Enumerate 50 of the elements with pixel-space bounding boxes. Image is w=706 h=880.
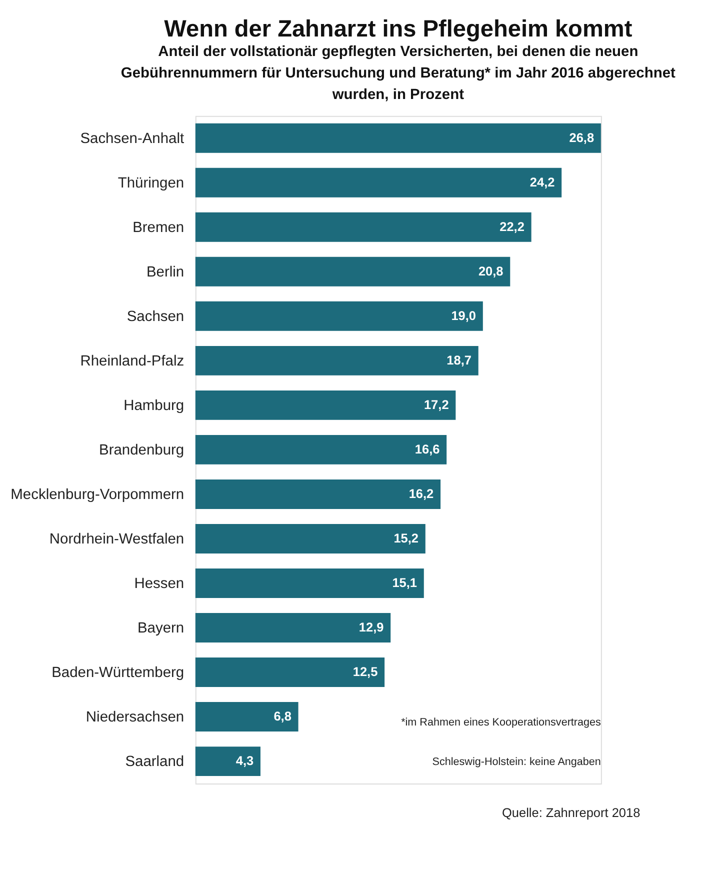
bar xyxy=(195,746,260,776)
chart-title: Wenn der Zahnarzt ins Pflegeheim kommt xyxy=(164,15,632,42)
bar xyxy=(195,390,456,420)
data-label: 22,2 xyxy=(500,219,524,234)
data-label: 18,7 xyxy=(446,352,472,368)
data-label: 12,9 xyxy=(358,620,384,635)
data-label: 16,6 xyxy=(414,442,440,457)
bar xyxy=(195,301,483,331)
data-label: 20,8 xyxy=(478,264,504,279)
bar xyxy=(195,256,510,286)
bar xyxy=(195,658,385,687)
data-label: 26,8 xyxy=(569,130,594,146)
data-label: 15,2 xyxy=(394,530,419,546)
y-tick-label: Bayern xyxy=(137,620,184,637)
y-tick-label: Brandenburg xyxy=(99,442,184,459)
y-tick-label: Sachsen xyxy=(126,309,184,326)
y-tick-label: Thüringen xyxy=(118,176,184,192)
y-tick-label: Saarland xyxy=(125,754,184,770)
bar xyxy=(195,168,562,198)
y-tick-label: Mecklenburg-Vorpommern xyxy=(10,487,184,504)
y-tick-label: Baden-Württemberg xyxy=(52,665,184,682)
bar xyxy=(195,346,478,376)
data-label: 17,2 xyxy=(424,397,449,412)
y-tick-label: Bremen xyxy=(132,220,184,236)
bar xyxy=(195,613,391,642)
data-label: 16,2 xyxy=(408,486,434,502)
data-label: 19,0 xyxy=(451,308,476,324)
y-tick-label: Nordrhein-Westfalen xyxy=(49,532,184,548)
chart-subtitle: Anteil der vollstationär gepflegten Versicherten, bei denen die neuen Gebührennummern für Untersuchung und Beratung* im Jahr 2016 abgerechnet wurden, in Prozent xyxy=(120,44,676,104)
bar xyxy=(195,123,601,153)
data-label: 6,8 xyxy=(274,708,292,724)
y-tick-label: Hamburg xyxy=(124,398,184,414)
bar xyxy=(195,479,441,509)
annotation: *im Rahmen eines Kooperationsvertrages xyxy=(401,716,602,729)
annotation: Schleswig-Holstein: keine Angaben xyxy=(432,756,601,768)
source-note: Quelle: Zahnreport 2018 xyxy=(502,804,640,820)
bar xyxy=(195,212,532,242)
data-label: 4,3 xyxy=(236,753,254,768)
y-tick-label: Niedersachsen xyxy=(86,710,184,726)
bar xyxy=(195,434,447,464)
bar xyxy=(195,568,424,598)
y-tick-label: Rheinland-Pfalz xyxy=(80,354,184,370)
data-label: 15,1 xyxy=(392,575,418,590)
bar xyxy=(195,524,426,554)
data-label: 12,5 xyxy=(352,664,378,680)
data-label: 24,2 xyxy=(530,174,555,190)
bar xyxy=(195,702,298,732)
y-tick-label: Berlin xyxy=(146,264,184,281)
y-tick-label: Hessen xyxy=(134,576,184,592)
y-tick-label: Sachsen-Anhalt xyxy=(80,131,184,148)
